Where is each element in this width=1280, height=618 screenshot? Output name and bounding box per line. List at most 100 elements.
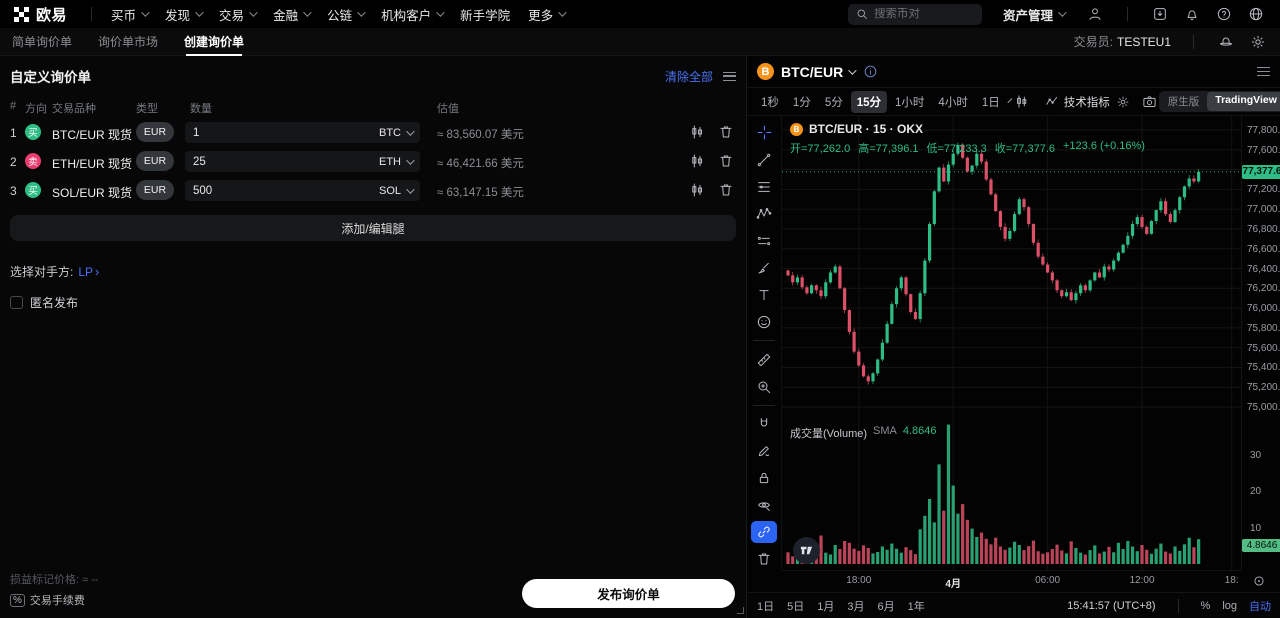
nav-item-discover[interactable]: 发现 xyxy=(156,5,210,24)
chart-plot-area[interactable]: B BTC/EUR · 15 · OKX 开=77,262.0 高=77,396… xyxy=(782,116,1241,570)
auto-scale-button[interactable]: 自动 xyxy=(1249,600,1271,613)
range-3mo[interactable]: 3月 xyxy=(847,600,865,613)
currency-select[interactable]: SOL xyxy=(379,185,415,197)
chevron-right-icon[interactable]: › xyxy=(95,264,100,279)
sync-drawings-tool[interactable] xyxy=(751,521,777,543)
pattern-tool[interactable] xyxy=(751,203,777,225)
range-6mo[interactable]: 6月 xyxy=(877,600,895,613)
candles-chart-icon[interactable] xyxy=(689,153,705,169)
timeframe-4h[interactable]: 4小时 xyxy=(938,96,968,109)
nav-item-institutions[interactable]: 机构客户 xyxy=(372,5,451,24)
magnet-tool[interactable] xyxy=(751,413,777,435)
percent-scale-button[interactable]: % xyxy=(1200,599,1211,612)
zoom-in-tool[interactable] xyxy=(751,376,777,398)
amount-input[interactable] xyxy=(193,184,343,197)
nav-item-academy[interactable]: 新手学院 xyxy=(460,8,511,23)
timeframe-more-chevron[interactable] xyxy=(1007,97,1013,103)
type-pill[interactable]: EUR xyxy=(136,151,174,171)
language-button[interactable] xyxy=(1246,4,1266,24)
counterparty-value-link[interactable]: LP xyxy=(78,264,94,279)
tab-rfq-market[interactable]: 询价单市场 xyxy=(98,35,159,49)
nav-item-finance[interactable]: 金融 xyxy=(264,5,318,24)
chevron-down-icon[interactable] xyxy=(848,65,857,75)
chevron-right-icon[interactable]: › xyxy=(116,154,121,169)
settings-button[interactable] xyxy=(1248,32,1268,52)
timeframe-1d[interactable]: 1日 xyxy=(981,96,1000,109)
type-pill[interactable]: EUR xyxy=(136,180,174,200)
chevron-right-icon[interactable]: › xyxy=(116,125,121,140)
delete-icon[interactable] xyxy=(718,182,734,198)
trend-line-tool[interactable] xyxy=(751,149,777,171)
time-axis[interactable]: 18:00 4月 06:00 12:00 18: xyxy=(782,570,1241,592)
candles-chart-icon[interactable] xyxy=(689,124,705,140)
chart-clock[interactable]: 15:41:57 (UTC+8) xyxy=(1067,599,1156,612)
text-tool[interactable] xyxy=(751,284,777,306)
type-pill[interactable]: EUR xyxy=(136,122,174,142)
chart-style-button[interactable] xyxy=(1014,92,1029,112)
lock-drawings-tool[interactable] xyxy=(751,467,777,489)
tradingview-tab[interactable]: TradingView xyxy=(1207,92,1280,111)
anonymous-checkbox[interactable] xyxy=(10,296,23,309)
okx-logo[interactable]: 欧易 xyxy=(14,4,67,25)
forecast-tool[interactable] xyxy=(751,230,777,252)
nav-item-trade[interactable]: 交易 xyxy=(210,5,264,24)
timeframe-1h[interactable]: 1小时 xyxy=(895,96,925,109)
chart-settings-button[interactable] xyxy=(1116,92,1130,112)
instrument-link[interactable]: SOL/EUR 现货 xyxy=(52,186,133,200)
crosshair-tool[interactable] xyxy=(751,122,777,144)
nav-item-chain[interactable]: 公链 xyxy=(318,5,372,24)
scroll-to-realtime-icon[interactable] xyxy=(1252,574,1266,588)
candles-chart-icon[interactable] xyxy=(689,182,705,198)
log-scale-button[interactable]: log xyxy=(1222,599,1237,612)
range-1d[interactable]: 1日 xyxy=(757,600,775,613)
indicators-button[interactable]: 技术指标 xyxy=(1041,94,1114,110)
drawing-mode-tool[interactable] xyxy=(751,440,777,462)
snapshot-button[interactable] xyxy=(1142,92,1157,112)
currency-select[interactable]: ETH xyxy=(379,156,415,168)
tab-create-rfq[interactable]: 创建询价单 xyxy=(184,28,244,56)
timeframe-1s[interactable]: 1秒 xyxy=(761,96,779,109)
info-icon[interactable] xyxy=(863,64,878,79)
delete-icon[interactable] xyxy=(718,124,734,140)
pair-selector[interactable]: BTC/EUR xyxy=(781,63,844,80)
emoji-tool[interactable] xyxy=(751,311,777,333)
delete-icon[interactable] xyxy=(718,153,734,169)
chevron-right-icon[interactable]: › xyxy=(116,183,121,198)
publish-rfq-button[interactable]: 发布询价单 xyxy=(522,579,735,608)
search-box[interactable] xyxy=(847,3,982,25)
hide-drawings-tool[interactable] xyxy=(751,494,777,516)
chart-menu-icon[interactable] xyxy=(1257,67,1270,76)
timeframe-15m[interactable]: 15分 xyxy=(850,90,888,113)
amount-input[interactable] xyxy=(193,126,343,139)
nav-item-buy-crypto[interactable]: 买币 xyxy=(102,5,156,24)
user-profile-button[interactable] xyxy=(1085,4,1105,24)
timeframe-5m[interactable]: 5分 xyxy=(824,96,843,109)
native-version-tab[interactable]: 原生版 xyxy=(1167,96,1200,108)
currency-select[interactable]: BTC xyxy=(379,127,415,139)
search-input[interactable] xyxy=(873,8,964,20)
trader-hat-button[interactable] xyxy=(1216,32,1236,52)
amount-input[interactable] xyxy=(193,155,343,168)
fib-retracement-tool[interactable] xyxy=(751,176,777,198)
download-app-button[interactable] xyxy=(1150,4,1170,24)
tab-simple-rfq[interactable]: 简单询价单 xyxy=(12,35,73,49)
brush-tool[interactable] xyxy=(751,257,777,279)
nav-item-more[interactable]: 更多 xyxy=(519,5,573,24)
measure-tool[interactable] xyxy=(751,349,777,371)
range-5d[interactable]: 5日 xyxy=(787,600,805,613)
range-1mo[interactable]: 1月 xyxy=(817,600,835,613)
resize-corner-icon[interactable] xyxy=(737,607,744,614)
instrument-link[interactable]: ETH/EUR 现货 xyxy=(52,157,133,171)
timeframe-1m[interactable]: 1分 xyxy=(792,96,811,109)
remove-drawings-tool[interactable] xyxy=(751,548,777,570)
add-edit-leg-button[interactable]: 添加/编辑腿 xyxy=(10,215,736,241)
instrument-link[interactable]: BTC/EUR 现货 xyxy=(52,128,133,142)
range-1y[interactable]: 1年 xyxy=(907,600,925,613)
asset-management-menu[interactable]: 资产管理 xyxy=(994,5,1073,24)
notifications-button[interactable] xyxy=(1182,4,1202,24)
panel-menu-icon[interactable] xyxy=(723,71,736,81)
clear-all-link[interactable]: 清除全部 xyxy=(664,69,713,84)
price-axis[interactable]: 77,377.6 4.8646 77,800.077,600.077,400.0… xyxy=(1241,116,1280,570)
help-button[interactable] xyxy=(1214,4,1234,24)
tradingview-watermark[interactable] xyxy=(793,537,820,564)
